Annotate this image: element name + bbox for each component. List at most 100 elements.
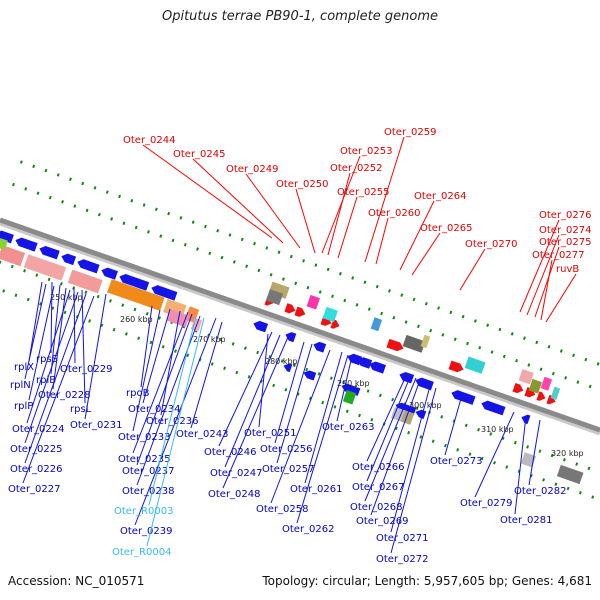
- reverse-gene-label: rplX: [14, 362, 34, 373]
- reverse-gene-0: [0, 230, 14, 244]
- ribosomal-block-1-shape: [0, 245, 26, 267]
- reverse-gene-inner-6: [405, 406, 417, 416]
- red-leader: [295, 188, 316, 254]
- blue-leader: [134, 317, 217, 526]
- forward-gene-2: [294, 306, 306, 317]
- reverse-gene-inner-0: [283, 363, 293, 373]
- blue-leader: [296, 354, 349, 524]
- red-leader: [375, 217, 389, 265]
- red-leader: [142, 144, 273, 239]
- reverse-gene-inner-2-shape: [305, 371, 317, 381]
- forward-gene-label: Oter_0274: [539, 225, 592, 236]
- feature-block-11: [550, 386, 561, 400]
- forward-gene-label: Oter_0259: [384, 127, 437, 138]
- red-leader: [459, 248, 486, 291]
- reverse-gene-label: Oter_0251: [244, 428, 297, 439]
- blue-leader: [28, 285, 55, 401]
- blue-leader: [444, 394, 463, 456]
- blue-leader: [81, 289, 86, 404]
- reverse-gene-label: rplP: [14, 401, 33, 412]
- reverse-gene-6-shape: [119, 273, 150, 291]
- feature-block-1-shape: [265, 289, 284, 306]
- red-leader: [364, 136, 405, 263]
- reverse-gene-label: Oter_0243: [176, 429, 229, 440]
- forward-gene-label: Oter_0270: [465, 239, 518, 250]
- blue-leader: [190, 321, 223, 429]
- forward-gene-12-shape: [546, 394, 556, 405]
- red-leader: [192, 158, 284, 244]
- blue-leader: [258, 333, 269, 428]
- scale-label: 260 kbp: [120, 315, 153, 324]
- blue-leader: [336, 355, 353, 422]
- reverse-gene-label: Oter_0261: [290, 484, 343, 495]
- ribosomal-block-2: [23, 254, 67, 281]
- reverse-gene-0-shape: [0, 230, 14, 244]
- accession-text: Accession: NC_010571: [8, 574, 145, 588]
- forward-gene-label: Oter_0275: [539, 237, 592, 248]
- feature-block-4-shape: [370, 317, 383, 332]
- reverse-gene-5-shape: [101, 267, 118, 280]
- reverse-gene-8-shape: [253, 320, 269, 333]
- reverse-gene-inner-5-shape: [395, 402, 411, 414]
- scale-label: 290 kbp: [337, 379, 370, 388]
- reverse-gene-label: Oter_0257: [262, 464, 315, 475]
- genome-backbone: [0, 217, 600, 433]
- inner-guide-1: [0, 260, 600, 474]
- blue-leader: [132, 311, 189, 454]
- reverse-gene-1-shape: [15, 237, 38, 252]
- reverse-gene-label: Oter_0247: [210, 468, 263, 479]
- reverse-gene-inner-2: [305, 371, 317, 381]
- reverse-gene-17-shape: [481, 400, 506, 416]
- feature-block-10: [540, 376, 553, 391]
- scale-label: 320 kbp: [551, 449, 584, 458]
- reverse-gene-8: [253, 320, 269, 333]
- reverse-gene-10: [313, 341, 327, 353]
- blue-leader: [222, 336, 289, 489]
- blue-leader: [50, 284, 61, 375]
- feature-block-11-shape: [550, 386, 561, 400]
- rna-label: Oter_R0003: [114, 506, 173, 517]
- reverse-gene-9: [285, 332, 297, 343]
- orange-block-0: [107, 279, 165, 311]
- blue-leader: [160, 310, 181, 416]
- rna-leader: [146, 317, 205, 547]
- feature-block-4: [370, 317, 383, 332]
- reverse-gene-16-shape: [451, 390, 476, 405]
- scale-label: 250 kbp: [50, 293, 83, 302]
- reverse-gene-label: Oter_0226: [10, 464, 63, 475]
- blue-leader: [140, 305, 153, 388]
- forward-gene-label: Oter_0277: [532, 250, 585, 261]
- blue-leader: [24, 291, 79, 444]
- reverse-gene-4-shape: [77, 259, 100, 274]
- forward-gene-10-shape: [524, 387, 536, 398]
- reverse-gene-inner-4: [351, 387, 361, 396]
- red-leader: [519, 219, 560, 313]
- forward-gene-label: ruvB: [556, 264, 579, 275]
- forward-gene-6-shape: [394, 341, 404, 352]
- reverse-gene-label: Oter_0263: [322, 422, 375, 433]
- blue-leader: [24, 293, 87, 464]
- reverse-gene-3-shape: [61, 253, 77, 266]
- backbone-shadow: [0, 220, 600, 436]
- blue-leader: [22, 295, 95, 484]
- rna-leader: [148, 315, 197, 506]
- reverse-gene-label: Oter_0227: [8, 484, 61, 495]
- feature-block-5: [402, 334, 426, 353]
- feature-block-6-shape: [420, 334, 431, 349]
- scale-label: 310 kbp: [481, 425, 514, 434]
- forward-gene-9: [512, 382, 524, 394]
- reverse-gene-label: Oter_0279: [460, 498, 513, 509]
- blue-leader: [528, 419, 541, 486]
- reverse-gene-14-shape: [399, 371, 415, 384]
- feature-block-7: [464, 356, 486, 374]
- ribosomal-block-3: [67, 269, 103, 294]
- red-leader: [337, 196, 358, 259]
- reverse-gene-9-shape: [285, 332, 297, 343]
- feature-block-9: [528, 378, 543, 394]
- forward-gene-9-shape: [512, 382, 524, 394]
- blue-leader: [224, 334, 281, 468]
- reverse-gene-13: [369, 361, 386, 374]
- blue-leader: [26, 289, 71, 424]
- reverse-gene-12: [357, 357, 373, 369]
- forward-gene-11: [536, 391, 546, 401]
